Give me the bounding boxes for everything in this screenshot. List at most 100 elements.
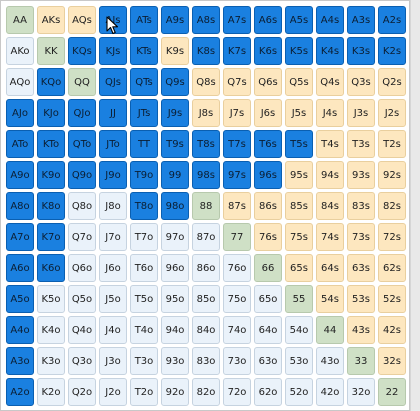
hand-cell-q2s[interactable]: Q2s [378,68,406,96]
hand-cell-32s[interactable]: 32s [378,347,406,375]
hand-cell-j8o[interactable]: J8o [99,192,127,220]
hand-cell-j6o[interactable]: J6o [99,254,127,282]
hand-cell-k5s[interactable]: K5s [285,37,313,65]
hand-cell-63s[interactable]: 63s [347,254,375,282]
hand-cell-j4o[interactable]: J4o [99,316,127,344]
hand-cell-kjo[interactable]: KJo [37,99,65,127]
hand-cell-54o[interactable]: 54o [285,316,313,344]
hand-cell-kqs[interactable]: KQs [68,37,96,65]
hand-cell-98o[interactable]: 98o [161,192,189,220]
hand-cell-q9s[interactable]: Q9s [161,68,189,96]
hand-cell-52s[interactable]: 52s [378,285,406,313]
hand-cell-kts[interactable]: KTs [130,37,158,65]
hand-cell-k4s[interactable]: K4s [316,37,344,65]
hand-cell-q5s[interactable]: Q5s [285,68,313,96]
hand-cell-74s[interactable]: 74s [316,223,344,251]
hand-cell-42s[interactable]: 42s [378,316,406,344]
hand-cell-93s[interactable]: 93s [347,161,375,189]
hand-cell-kk[interactable]: KK [37,37,65,65]
hand-cell-k7o[interactable]: K7o [37,223,65,251]
hand-cell-qts[interactable]: QTs [130,68,158,96]
hand-cell-62o[interactable]: 62o [254,378,282,406]
hand-cell-85o[interactable]: 85o [192,285,220,313]
hand-cell-j9s[interactable]: J9s [161,99,189,127]
hand-cell-65o[interactable]: 65o [254,285,282,313]
hand-cell-q2o[interactable]: Q2o [68,378,96,406]
hand-cell-aks[interactable]: AKs [37,6,65,34]
hand-cell-q6s[interactable]: Q6s [254,68,282,96]
hand-cell-a2o[interactable]: A2o [6,378,34,406]
hand-cell-jj[interactable]: JJ [99,99,127,127]
hand-cell-ajs[interactable]: AJs [99,6,127,34]
hand-cell-k3o[interactable]: K3o [37,347,65,375]
hand-cell-t7o[interactable]: T7o [130,223,158,251]
hand-cell-a3s[interactable]: A3s [347,6,375,34]
hand-cell-k5o[interactable]: K5o [37,285,65,313]
hand-cell-73o[interactable]: 73o [223,347,251,375]
hand-cell-t4s[interactable]: T4s [316,130,344,158]
hand-cell-t8o[interactable]: T8o [130,192,158,220]
hand-cell-t8s[interactable]: T8s [192,130,220,158]
hand-cell-32o[interactable]: 32o [347,378,375,406]
hand-cell-96o[interactable]: 96o [161,254,189,282]
hand-cell-ako[interactable]: AKo [6,37,34,65]
hand-cell-jto[interactable]: JTo [99,130,127,158]
hand-cell-aa[interactable]: AA [6,6,34,34]
hand-cell-ajo[interactable]: AJo [6,99,34,127]
hand-cell-jts[interactable]: JTs [130,99,158,127]
hand-cell-t5s[interactable]: T5s [285,130,313,158]
hand-cell-q3s[interactable]: Q3s [347,68,375,96]
hand-cell-a3o[interactable]: A3o [6,347,34,375]
hand-cell-t9o[interactable]: T9o [130,161,158,189]
hand-cell-97o[interactable]: 97o [161,223,189,251]
hand-cell-t7s[interactable]: T7s [223,130,251,158]
hand-cell-82s[interactable]: 82s [378,192,406,220]
hand-cell-a8o[interactable]: A8o [6,192,34,220]
hand-cell-75o[interactable]: 75o [223,285,251,313]
hand-cell-k9o[interactable]: K9o [37,161,65,189]
hand-cell-88[interactable]: 88 [192,192,220,220]
hand-cell-55[interactable]: 55 [285,285,313,313]
hand-cell-ato[interactable]: ATo [6,130,34,158]
hand-cell-q9o[interactable]: Q9o [68,161,96,189]
hand-cell-t6s[interactable]: T6s [254,130,282,158]
hand-cell-97s[interactable]: 97s [223,161,251,189]
hand-cell-k9s[interactable]: K9s [161,37,189,65]
hand-cell-64o[interactable]: 64o [254,316,282,344]
hand-cell-j5s[interactable]: J5s [285,99,313,127]
hand-cell-kto[interactable]: KTo [37,130,65,158]
hand-cell-t2o[interactable]: T2o [130,378,158,406]
hand-cell-q4o[interactable]: Q4o [68,316,96,344]
hand-cell-44[interactable]: 44 [316,316,344,344]
hand-cell-99[interactable]: 99 [161,161,189,189]
hand-cell-74o[interactable]: 74o [223,316,251,344]
hand-cell-92o[interactable]: 92o [161,378,189,406]
hand-cell-95s[interactable]: 95s [285,161,313,189]
hand-cell-j3s[interactable]: J3s [347,99,375,127]
hand-cell-t2s[interactable]: T2s [378,130,406,158]
hand-cell-k2s[interactable]: K2s [378,37,406,65]
hand-cell-aqo[interactable]: AQo [6,68,34,96]
hand-cell-q7o[interactable]: Q7o [68,223,96,251]
hand-cell-43s[interactable]: 43s [347,316,375,344]
hand-cell-86o[interactable]: 86o [192,254,220,282]
hand-cell-q8o[interactable]: Q8o [68,192,96,220]
hand-cell-aqs[interactable]: AQs [68,6,96,34]
hand-cell-73s[interactable]: 73s [347,223,375,251]
hand-cell-ats[interactable]: ATs [130,6,158,34]
hand-cell-76o[interactable]: 76o [223,254,251,282]
hand-cell-j2o[interactable]: J2o [99,378,127,406]
hand-cell-87o[interactable]: 87o [192,223,220,251]
hand-cell-k4o[interactable]: K4o [37,316,65,344]
hand-cell-a9s[interactable]: A9s [161,6,189,34]
hand-cell-64s[interactable]: 64s [316,254,344,282]
hand-cell-j4s[interactable]: J4s [316,99,344,127]
hand-cell-94o[interactable]: 94o [161,316,189,344]
hand-cell-k2o[interactable]: K2o [37,378,65,406]
hand-cell-77[interactable]: 77 [223,223,251,251]
hand-cell-kqo[interactable]: KQo [37,68,65,96]
hand-cell-53s[interactable]: 53s [347,285,375,313]
hand-cell-k3s[interactable]: K3s [347,37,375,65]
hand-cell-k7s[interactable]: K7s [223,37,251,65]
hand-cell-a7s[interactable]: A7s [223,6,251,34]
